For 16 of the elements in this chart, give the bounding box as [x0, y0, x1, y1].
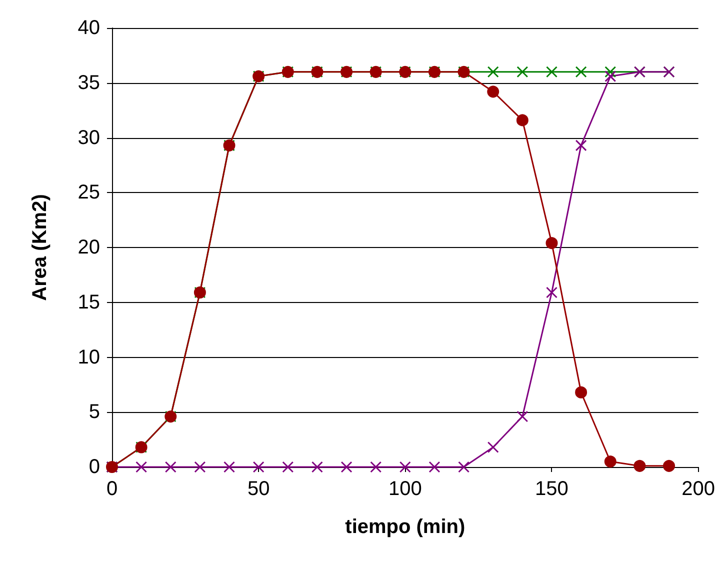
x-tick-label: 0 — [106, 478, 118, 500]
x-tick-label: 150 — [535, 478, 568, 500]
y-tick-label: 25 — [78, 182, 100, 204]
y-tick-label: 20 — [78, 236, 100, 258]
y-tick-label: 10 — [78, 346, 100, 368]
y-tick-label: 5 — [88, 401, 100, 424]
y-tick-label: 40 — [78, 17, 100, 39]
y-tick-label: 30 — [78, 126, 100, 149]
y-axis-title: Area (Km2) — [29, 194, 51, 301]
y-tick-label: 15 — [78, 291, 100, 314]
x-tick-label: 200 — [682, 478, 716, 500]
x-tick-label: 100 — [388, 478, 422, 500]
x-tick-label: 50 — [247, 478, 270, 500]
y-tick-label: 0 — [88, 456, 100, 478]
x-axis-title: tiempo (min) — [345, 516, 466, 538]
y-tick-label: 35 — [78, 72, 100, 94]
